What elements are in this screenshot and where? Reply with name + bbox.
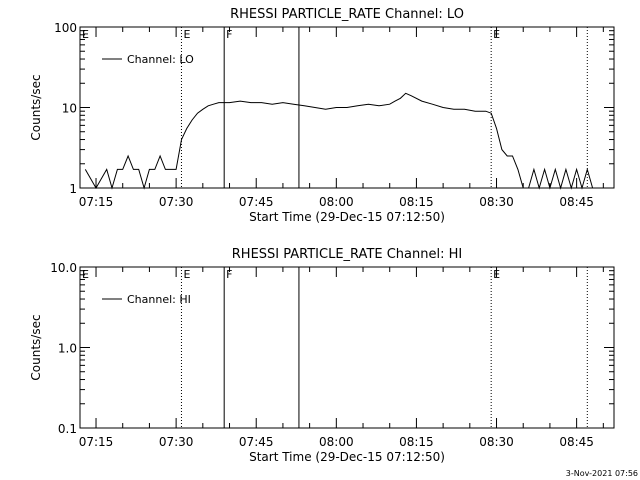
x-tick-label: 07:30	[159, 435, 194, 449]
y-tick-label: 1.0	[58, 342, 77, 356]
x-tick-label: 07:45	[239, 195, 274, 209]
chart-title: RHESSI PARTICLE_RATE Channel: HI	[232, 247, 462, 262]
event-marker-label: E	[183, 28, 190, 41]
hi-channel-panel: RHESSI PARTICLE_RATE Channel: HI 0.1 1.0 10…	[29, 247, 615, 464]
series-line	[84, 92, 594, 190]
y-axis-label: Counts/sec	[29, 314, 43, 380]
y-axis-label: Counts/sec	[29, 74, 43, 140]
y-tick-label: 1	[69, 182, 77, 196]
x-axis-label: Start Time (29-Dec-15 07:12:50)	[249, 450, 445, 464]
x-tick-label: 08:15	[399, 195, 434, 209]
legend-label: Channel: HI	[127, 293, 191, 306]
x-tick-label: 08:45	[559, 435, 594, 449]
generation-date: 3-Nov-2021 07:56	[566, 469, 638, 478]
event-marker-label: E	[82, 268, 89, 281]
event-marker-label: E	[493, 268, 500, 281]
x-tick-label: 08:00	[319, 435, 354, 449]
x-tick-label: 08:30	[479, 195, 514, 209]
x-tick-label: 08:45	[559, 195, 594, 209]
plot-frame	[79, 266, 615, 429]
x-tick-label: 08:30	[479, 435, 514, 449]
event-marker-label: E	[493, 28, 500, 41]
x-tick-label: 08:15	[399, 435, 434, 449]
y-tick-label: 10	[62, 102, 77, 116]
lo-channel-panel: RHESSI PARTICLE_RATE Channel: LO 1 10 100 Co…	[29, 7, 615, 224]
chart-title: RHESSI PARTICLE_RATE Channel: LO	[230, 7, 464, 22]
event-marker-label: E	[183, 268, 190, 281]
x-tick-label: 07:30	[159, 195, 194, 209]
event-marker-label: E	[82, 28, 89, 41]
y-tick-label: 0.1	[58, 422, 77, 436]
x-tick-label: 08:00	[319, 195, 354, 209]
event-marker-label: F	[226, 28, 232, 41]
x-axis-label: Start Time (29-Dec-15 07:12:50)	[249, 210, 445, 224]
y-tick-label: 100	[54, 21, 77, 35]
legend-label: Channel: LO	[127, 53, 194, 66]
x-tick-label: 07:45	[239, 435, 274, 449]
x-tick-label: 07:15	[79, 435, 114, 449]
x-tick-label: 07:15	[79, 195, 114, 209]
event-marker-label: F	[226, 268, 232, 281]
y-tick-label: 10.0	[50, 261, 77, 275]
